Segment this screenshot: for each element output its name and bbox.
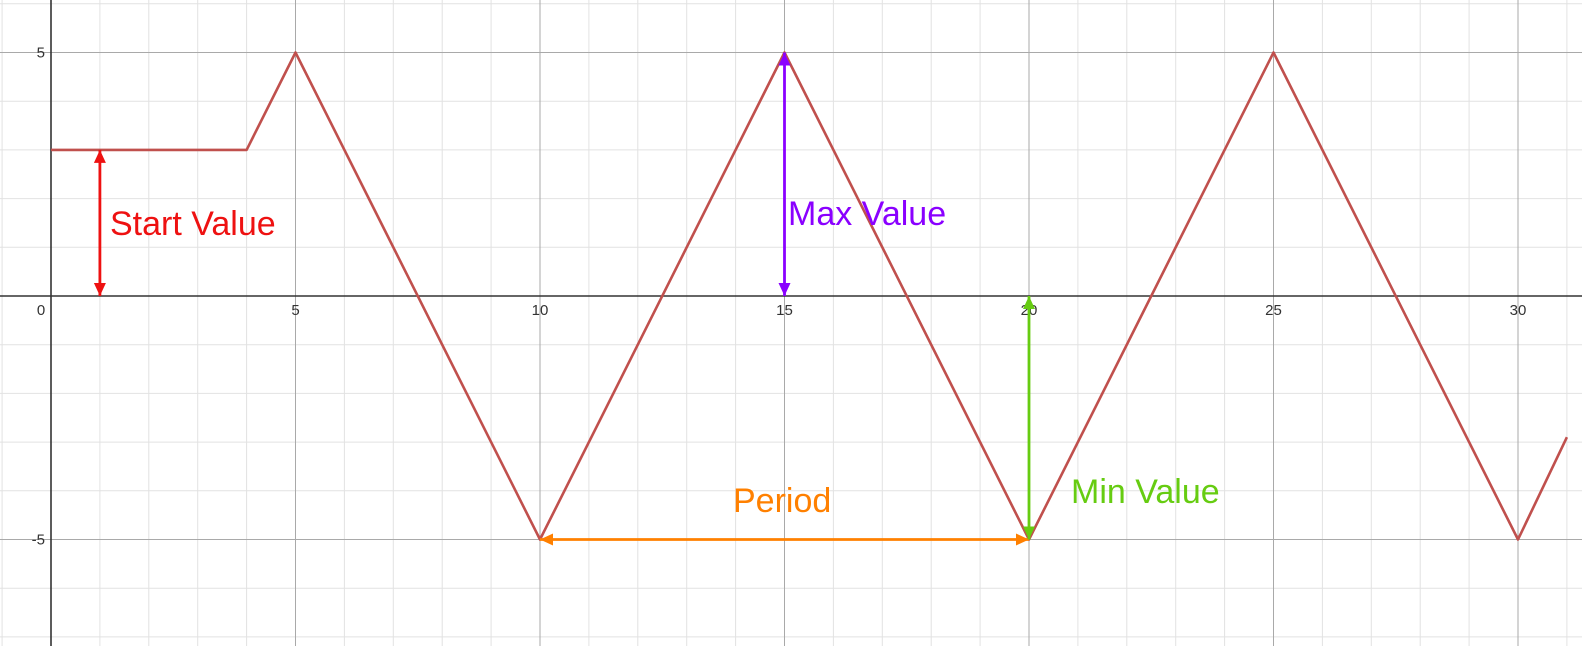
annotation-label: Max Value	[788, 195, 946, 233]
annotation-label: Start Value	[110, 205, 276, 243]
y-tick-label: 5	[37, 45, 45, 62]
arrow-head	[93, 149, 106, 163]
annotations: Start Value Max Value Period Min Value	[93, 52, 1220, 546]
arrow-head	[778, 283, 791, 296]
x-tick-label: 10	[532, 302, 549, 319]
x-tick-label: 5	[291, 302, 299, 319]
annotation-label: Period	[733, 482, 831, 520]
x-tick-label: 0	[37, 302, 45, 319]
arrow-head	[1023, 296, 1035, 309]
annotation-label: Min Value	[1071, 473, 1220, 511]
arrow-head	[540, 533, 553, 546]
tick-labels: 0510152025305-5	[32, 45, 1527, 549]
x-tick-label: 30	[1510, 302, 1527, 319]
arrow-head	[93, 283, 106, 296]
arrow-head	[778, 52, 791, 66]
x-tick-label: 25	[1265, 302, 1282, 319]
arrow-head	[1023, 526, 1035, 540]
y-tick-label: -5	[32, 532, 45, 549]
x-tick-label: 15	[776, 302, 793, 319]
arrow-head	[1016, 533, 1029, 546]
